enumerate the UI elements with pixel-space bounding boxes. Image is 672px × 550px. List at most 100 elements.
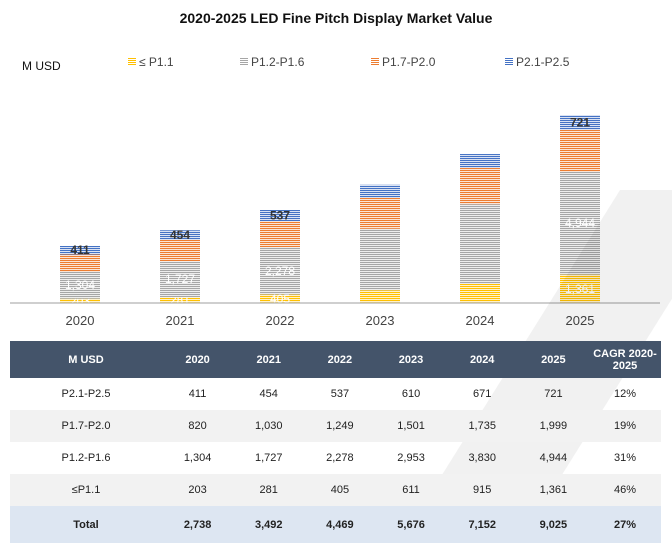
data-label-p12_p16-2022: 2,278 [265,264,295,278]
data-label-p21_p25-2022: 537 [270,208,290,222]
table-cell: 4,944 [539,452,568,464]
header-cell: 2024 [446,341,518,378]
legend-item-p17-p20: P1.7-P2.0 [371,55,435,69]
data-label-p12_p16-2020: 1,304 [65,278,95,292]
table-cell: 27% [589,506,661,543]
legend-label: P2.1-P2.5 [516,55,570,69]
header-cell: 2020 [162,341,234,378]
table-cell: 611 [375,474,447,506]
bar-segment-le_p11-2023 [360,290,400,303]
table-row: P1.7-P2.0 820 1,030 1,249 1,501 1,735 1,999 19% [10,410,661,442]
table-cell: 454 [259,388,278,400]
x-tick-label-2024: 2024 [466,313,495,328]
table-cell: 5,676 [375,506,447,543]
data-label-p12_p16-2021: 1,727 [165,272,195,286]
table-cell: 203 [162,474,234,506]
bar-segment-p21_p25-2021 [160,230,200,240]
bar-segment-p12_p16-2023 [360,228,400,291]
legend-item-p12-p16: P1.2-P1.6 [240,55,304,69]
header-cell: 2023 [375,341,447,378]
bar-segment-p21_p25-2020 [60,245,100,255]
table-cell: 2,278 [326,452,354,464]
table-cell: 9,025 [517,506,589,543]
unit-label: M USD [22,59,61,73]
legend-swatch-p21-p25 [505,58,513,66]
x-tick-label-2021: 2021 [166,313,195,328]
table-cell: 721 [544,388,563,400]
table-cell: ≤P1.1 [10,474,162,506]
table-cell: 411 [188,388,207,400]
table-cell: 1,999 [517,410,589,442]
bar-segment-p17_p20-2024 [460,168,500,205]
table-cell: P2.1-P2.5 [61,388,111,400]
table-total-row: Total 2,738 3,492 4,469 5,676 7,152 9,025 27% [10,506,661,543]
data-label-p21_p25-2020: 411 [70,243,90,257]
data-label-p21_p25-2025: 721 [570,116,590,130]
header-cell: 2025 [517,341,589,378]
bar-segment-p17_p20-2023 [360,197,400,229]
table-cell: 1,727 [254,452,283,464]
legend-label: P1.2-P1.6 [251,55,305,69]
table-cell: 2,953 [397,452,425,464]
table-row: ≤P1.1 203 281 405 611 915 1,361 46% [10,474,661,506]
table-cell: 281 [233,474,305,506]
bar-segment-p17_p20-2025 [560,130,600,172]
bar-segment-p21_p25-2023 [360,184,400,198]
table-cell: 1,735 [446,410,518,442]
data-label-p12_p16-2025: 4,944 [565,216,595,230]
header-cell: 2022 [304,341,376,378]
table-row: P2.1-P2.5 411 454 537 610 671 721 12% [10,378,661,410]
table-cell: P1.2-P1.6 [61,452,111,464]
x-tick-label-2022: 2022 [266,313,295,328]
x-axis-labels: 2020 2021 2022 2023 2024 2025 [66,313,595,328]
table-cell: 1,304 [183,452,212,464]
table-cell: 1,501 [375,410,447,442]
legend-swatch-p17-p20 [371,58,379,66]
bar-segment-p17_p20-2022 [260,221,300,248]
table-cell: 19% [589,410,661,442]
header-cell: M USD [10,341,162,378]
market-value-table: M USD 2020 2021 2022 2023 2024 2025 CAGR… [10,341,661,543]
table-cell: 3,830 [468,452,496,464]
table-cell: Total [10,506,162,543]
bar-segment-p12_p16-2025 [560,171,600,275]
bar-segment-le_p11-2021 [160,297,200,303]
header-cell: 2021 [233,341,305,378]
table-cell: P1.7-P2.0 [10,410,162,442]
header-cell: CAGR 2020-2025 [589,341,661,378]
table-cell: 610 [401,388,421,400]
bar-segment-p12_p16-2021 [160,261,200,298]
x-tick-label-2025: 2025 [566,313,595,328]
bar-segment-le_p11-2024 [460,283,500,303]
bar-segment-p21_p25-2022 [260,209,300,222]
legend-item-le-p11: ≤ P1.1 [128,55,174,69]
table-cell: 1,249 [304,410,376,442]
x-tick-label-2020: 2020 [66,313,95,328]
table-cell: 12% [613,388,637,400]
legend-label: ≤ P1.1 [139,55,174,69]
legend-label: P1.7-P2.0 [382,55,436,69]
stacked-bar-chart: 2031,3044112811,7274544052,2785371,3614,… [10,115,660,328]
table-cell: 915 [446,474,518,506]
table-row: P1.2-P1.6 1,304 1,727 2,278 2,953 3,830 4,944 3… [10,442,661,474]
table-cell: 31% [613,452,637,464]
table-cell: 4,469 [304,506,376,543]
table-cell: 46% [589,474,661,506]
table-cell: 1,030 [233,410,305,442]
bar-segment-le_p11-2025 [560,274,600,303]
bar-segment-le_p11-2020 [60,298,100,303]
table-cell: 1,361 [517,474,589,506]
bar-segment-p17_p20-2021 [160,239,200,262]
bars-group: 2031,3044112811,7274544052,2785371,3614,… [60,115,600,308]
table-cell: 3,492 [233,506,305,543]
bar-segment-p12_p16-2024 [460,204,500,284]
table-cell: 405 [304,474,376,506]
table-cell: 671 [473,388,492,400]
legend-swatch-le-p11 [128,58,136,66]
bar-segment-p21_p25-2024 [460,154,500,169]
x-tick-label-2023: 2023 [366,313,395,328]
legend-swatch-p12-p16 [240,58,248,66]
data-label-le_p11-2025: 1,361 [565,282,595,296]
table-header-row: M USD 2020 2021 2022 2023 2024 2025 CAGR… [10,341,661,378]
table-cell: 7,152 [446,506,518,543]
